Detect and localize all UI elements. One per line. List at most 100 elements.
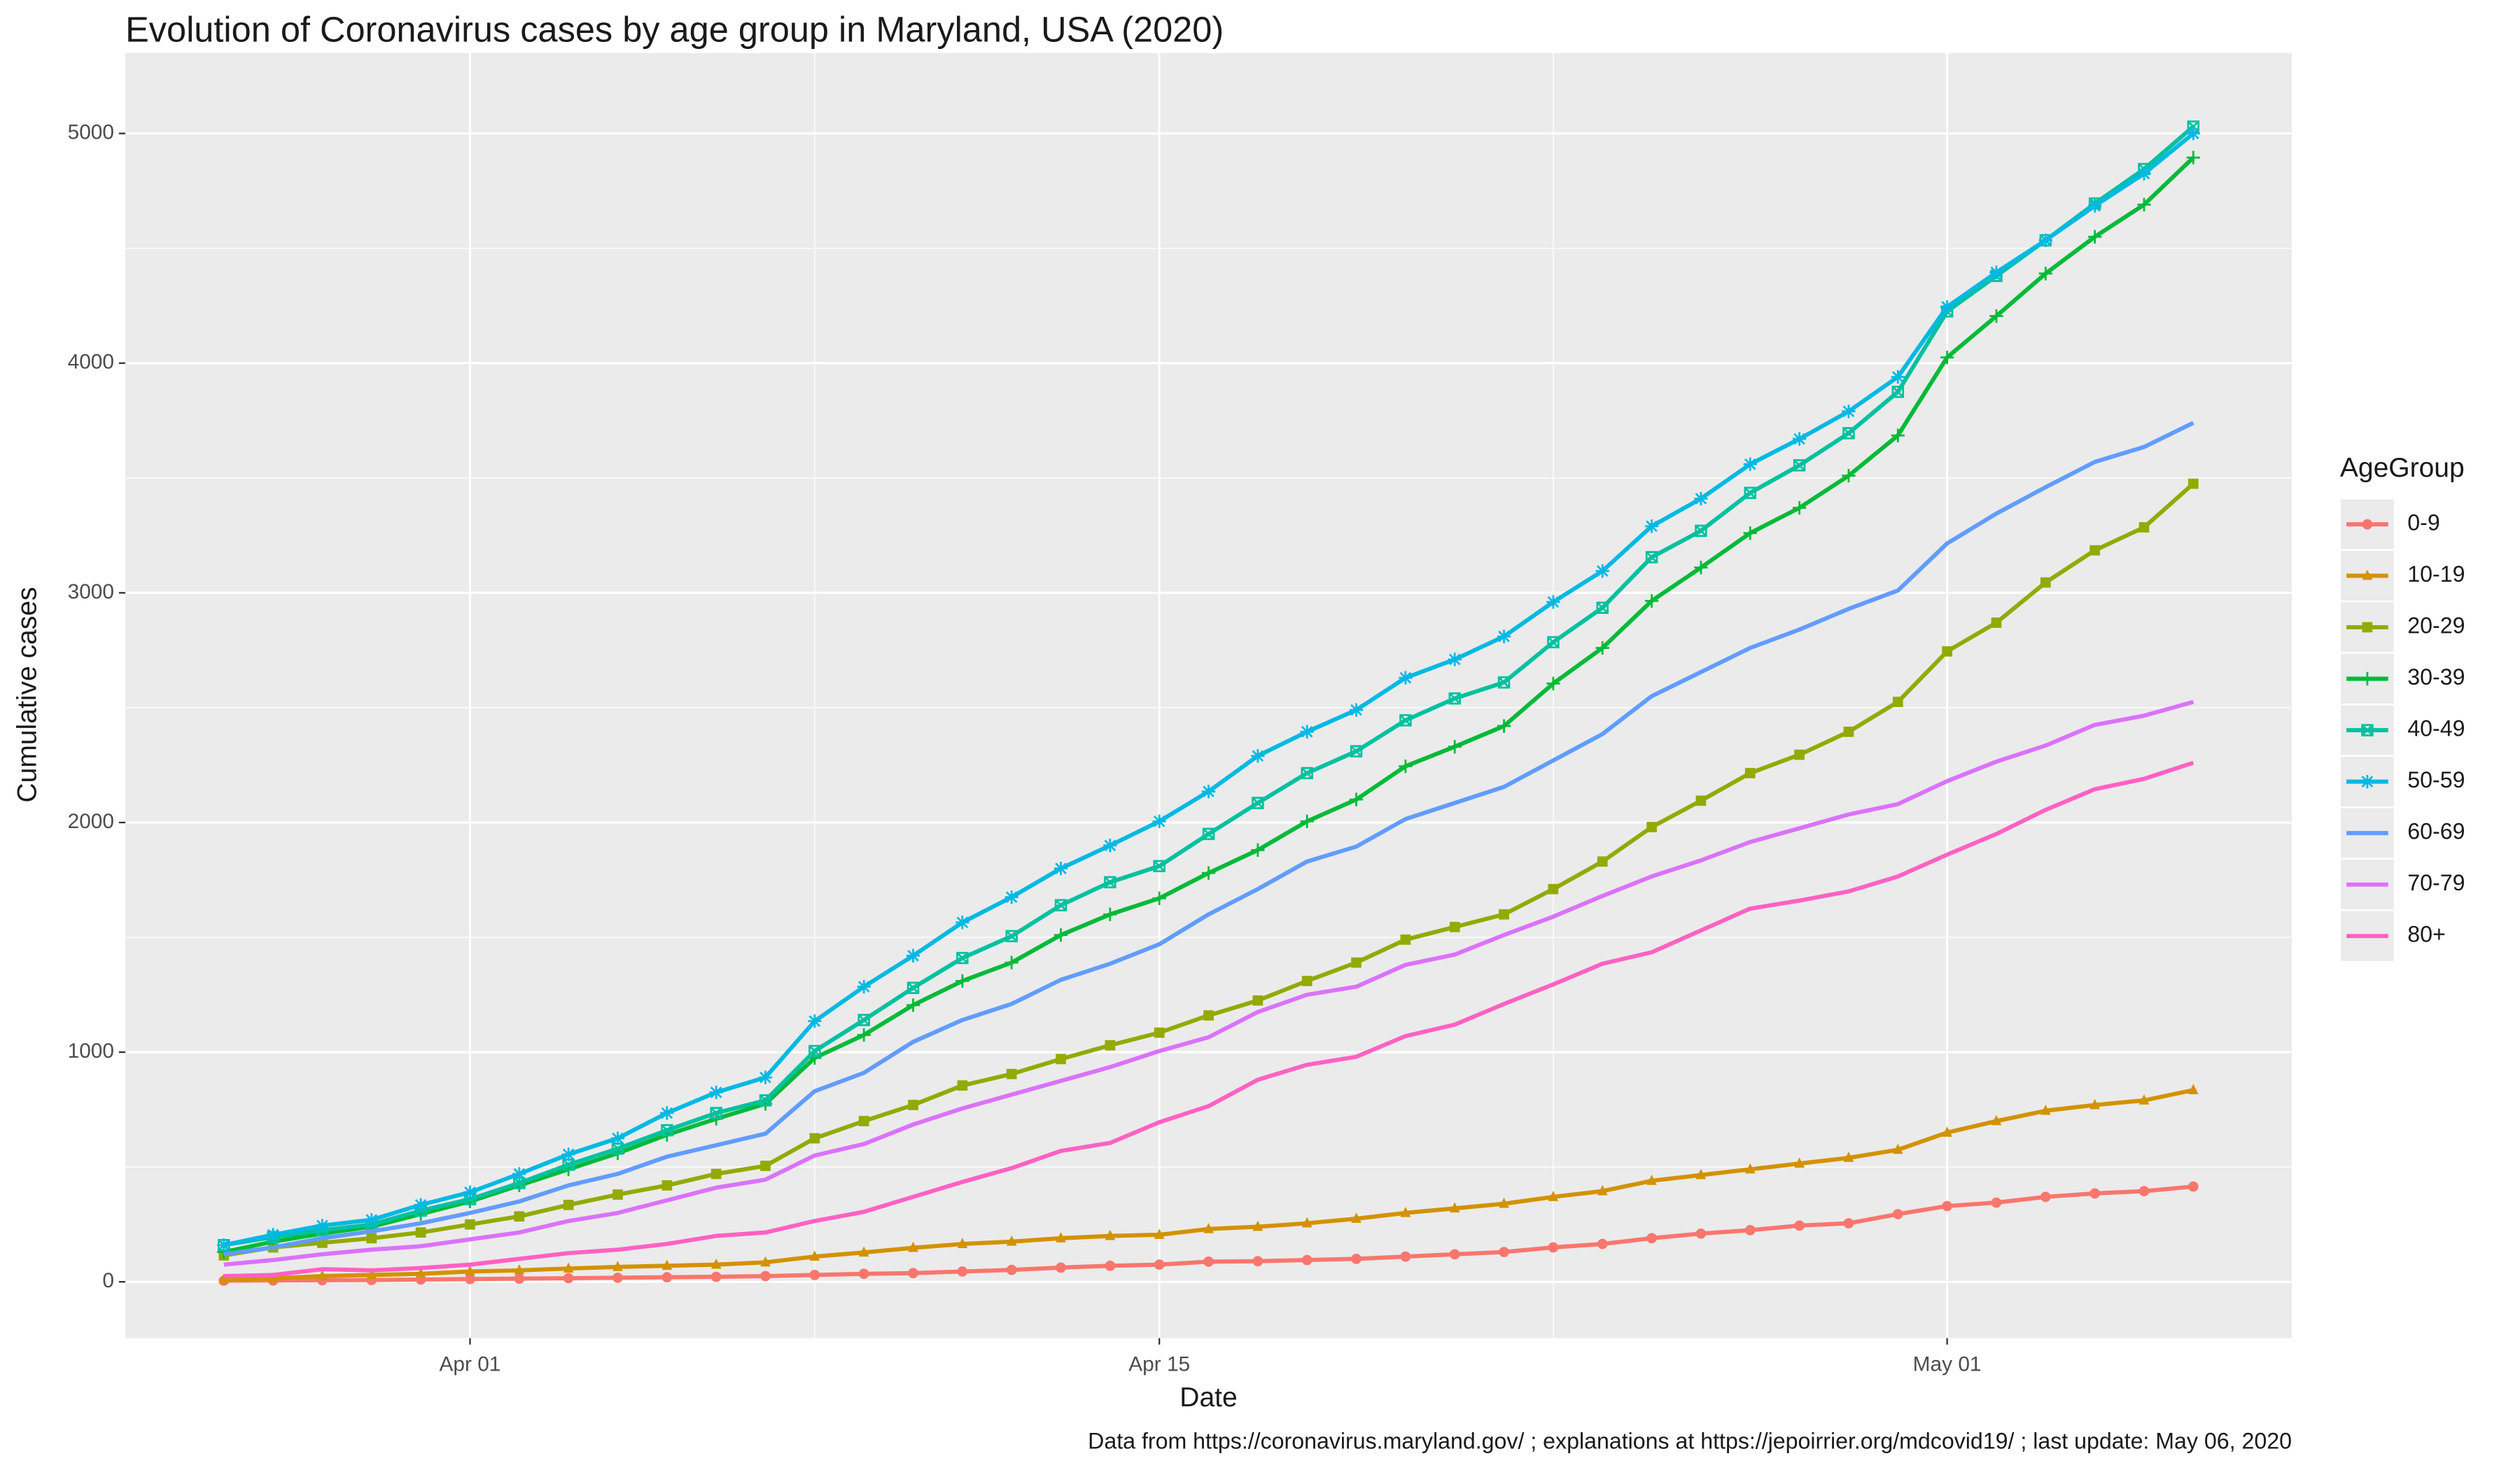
marker-shape <box>514 1211 525 1222</box>
point <box>1301 766 1313 780</box>
marker-shape <box>809 1270 820 1280</box>
point <box>2090 1188 2100 1199</box>
marker-shape <box>957 1080 968 1091</box>
point <box>1644 519 1659 533</box>
caption: Data from https://coronavirus.maryland.g… <box>1088 1428 2292 1453</box>
marker-shape <box>1546 595 1560 609</box>
marker-shape <box>1449 921 1460 932</box>
marker-shape <box>2040 1191 2051 1203</box>
point <box>1843 727 1854 737</box>
marker-shape <box>1644 594 1659 608</box>
marker-shape <box>1300 724 1314 739</box>
point <box>2087 199 2102 213</box>
marker-shape <box>1399 759 1413 774</box>
point <box>2038 233 2052 247</box>
marker-shape <box>2087 230 2102 244</box>
marker-shape <box>1942 1200 1952 1212</box>
marker-shape <box>906 981 920 994</box>
marker-shape <box>858 1014 870 1026</box>
point <box>514 1273 525 1284</box>
point <box>267 1272 279 1283</box>
point <box>1351 957 1362 968</box>
marker-shape <box>2138 1094 2150 1105</box>
marker-shape <box>1695 1228 1707 1239</box>
point <box>760 1256 771 1267</box>
marker-shape <box>1793 459 1806 472</box>
marker-shape <box>1548 883 1559 895</box>
point <box>661 1124 673 1137</box>
marker-shape <box>1548 1191 1559 1201</box>
marker-shape <box>1892 1209 1903 1219</box>
marker-shape <box>2038 267 2052 281</box>
marker-shape <box>1548 1242 1559 1253</box>
point <box>857 979 871 994</box>
point <box>514 1211 525 1222</box>
marker-shape <box>1644 519 1659 533</box>
point <box>908 1268 918 1279</box>
marker-shape <box>709 1085 723 1100</box>
marker-shape <box>610 1131 625 1145</box>
point <box>2362 519 2373 530</box>
point <box>1006 1264 1017 1275</box>
point <box>1152 814 1166 828</box>
marker-shape <box>1989 265 2003 279</box>
point <box>955 916 969 930</box>
marker-shape <box>415 1227 426 1238</box>
marker-shape <box>1792 500 1807 515</box>
point <box>1154 1027 1165 1038</box>
point <box>2186 127 2200 141</box>
legend-label: 40-49 <box>2407 716 2465 741</box>
point <box>218 1273 230 1284</box>
point <box>1252 1256 1264 1267</box>
point <box>1499 909 1509 920</box>
point <box>1991 1197 2002 1208</box>
x-tick-label: May 01 <box>1913 1353 1982 1376</box>
point <box>1251 843 1265 858</box>
marker-shape <box>2138 522 2150 533</box>
point <box>1399 714 1412 727</box>
marker-shape <box>1104 876 1116 889</box>
point <box>1548 1191 1559 1201</box>
marker-shape <box>760 1161 771 1171</box>
point <box>1056 1054 1066 1065</box>
marker-shape <box>1744 768 1756 778</box>
point <box>1646 1233 1657 1244</box>
point <box>809 1270 820 1280</box>
marker-shape <box>1646 1233 1657 1244</box>
point <box>1004 955 1018 969</box>
marker-shape <box>906 948 920 962</box>
point <box>1400 934 1411 945</box>
point <box>709 1085 723 1100</box>
legend-title: AgeGroup <box>2340 453 2465 483</box>
marker-shape <box>1942 1126 1952 1137</box>
point <box>1201 866 1216 880</box>
marker-shape <box>1153 860 1166 873</box>
marker-shape <box>1351 957 1362 968</box>
point <box>415 1267 426 1278</box>
marker-shape <box>858 1268 869 1280</box>
point <box>1940 350 1954 365</box>
y-tick-label: 4000 <box>68 351 114 374</box>
marker-shape <box>1842 427 1855 440</box>
marker-shape <box>1351 1254 1362 1264</box>
point <box>1449 1202 1460 1213</box>
marker-shape <box>662 1272 673 1283</box>
marker-shape <box>1743 526 1757 540</box>
marker-shape <box>1105 1260 1116 1271</box>
point <box>1006 1236 1017 1246</box>
point <box>512 1167 526 1181</box>
marker-shape <box>808 1014 822 1028</box>
point <box>2362 569 2373 580</box>
point <box>415 1227 426 1238</box>
marker-shape <box>908 1241 918 1252</box>
point <box>660 1106 674 1120</box>
marker-shape <box>908 1100 918 1110</box>
marker-shape <box>1843 727 1854 737</box>
point <box>1054 899 1068 911</box>
point <box>1694 491 1708 506</box>
point <box>2090 1098 2100 1110</box>
marker-shape <box>1744 1163 1756 1174</box>
point <box>1203 1010 1214 1021</box>
marker-shape <box>1054 928 1068 942</box>
